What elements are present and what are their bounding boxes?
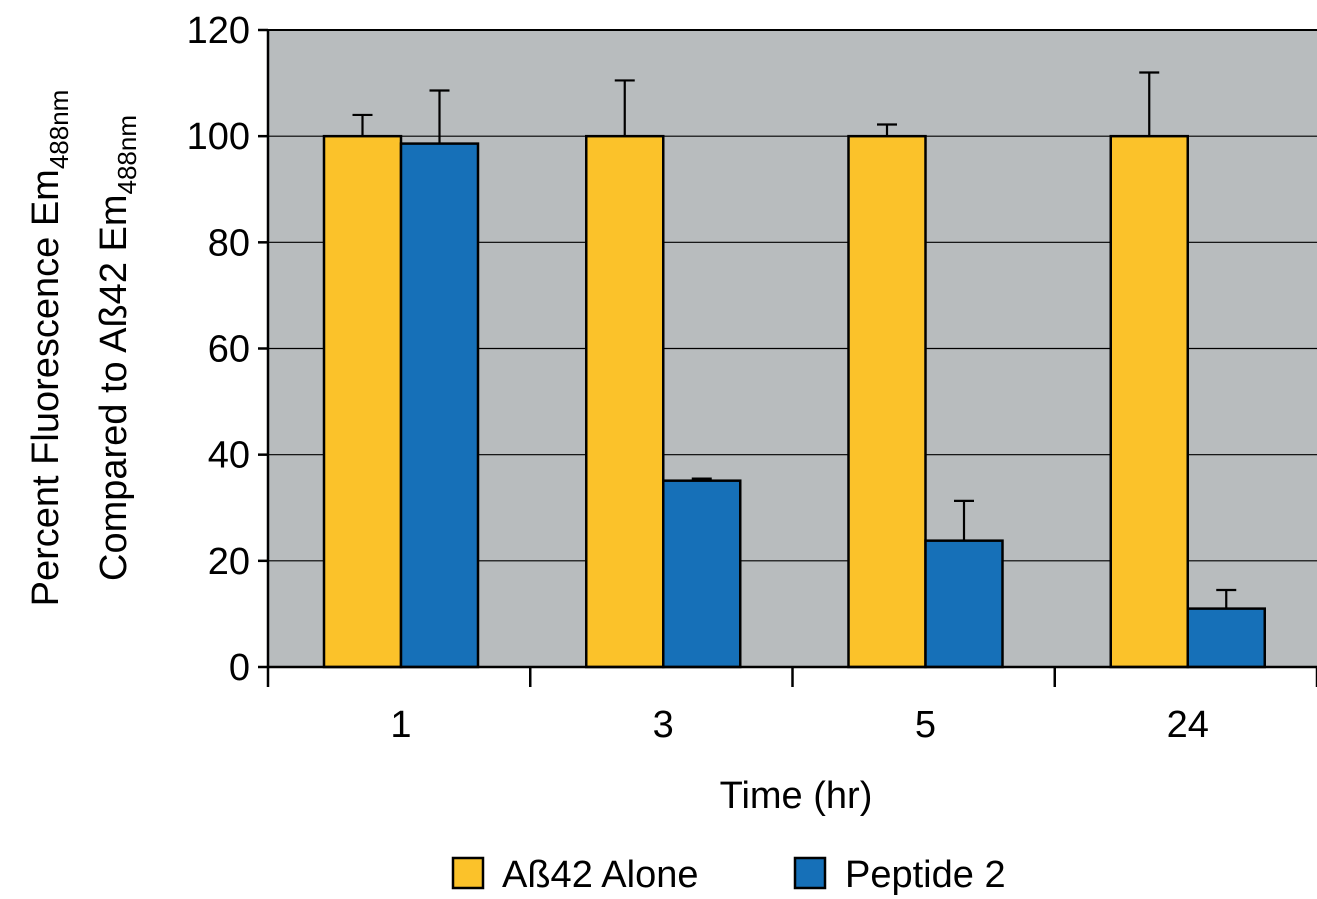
legend: Aß42 Alone Peptide 2 <box>451 854 1006 896</box>
y-tick-label-60: 60 <box>208 329 250 371</box>
x-tick-label-1: 1 <box>390 704 411 746</box>
legend-label-peptide-2: Peptide 2 <box>845 854 1006 896</box>
bars <box>322 134 1266 669</box>
bar-ab42-alone-1 <box>322 134 403 669</box>
y-tick-label-0: 0 <box>229 647 250 689</box>
legend-swatch-abeta42-alone <box>451 856 485 890</box>
x-axis-title: Time (hr) <box>720 775 873 817</box>
error-bars <box>352 71 1237 609</box>
y-tick-label-120: 120 <box>187 10 250 52</box>
x-tick-label-3: 3 <box>653 704 674 746</box>
bar-peptide-2-5 <box>924 539 1004 669</box>
bar-ab42-alone-3 <box>585 134 665 669</box>
legend-label-abeta42-alone: Aß42 Alone <box>502 854 698 896</box>
bar-peptide-2-24 <box>1186 607 1266 669</box>
bar-ab42-alone-5 <box>847 134 927 669</box>
x-tick-label-24: 24 <box>1167 704 1209 746</box>
y-axis-ticks: 0 20 40 60 80 100 120 <box>187 10 268 689</box>
legend-swatch-peptide-2 <box>793 856 827 890</box>
x-axis-ticks: 1 3 5 24 <box>266 667 1317 746</box>
y-tick-label-40: 40 <box>208 435 250 477</box>
bar-ab42-alone-24 <box>1109 134 1189 669</box>
x-tick-label-5: 5 <box>915 704 936 746</box>
y-axis-title-line1: Percent Fluorescence Em488nm <box>25 90 74 607</box>
bar-peptide-2-3 <box>662 479 742 669</box>
y-axis-title: Percent Fluorescence Em488nm Compared to… <box>25 90 142 607</box>
y-axis-title-line2: Compared to Aß42 Em488nm <box>93 115 142 581</box>
y-tick-label-100: 100 <box>187 116 250 158</box>
y-tick-label-80: 80 <box>208 222 250 264</box>
bar-peptide-2-1 <box>399 142 480 669</box>
y-tick-label-20: 20 <box>208 541 250 583</box>
